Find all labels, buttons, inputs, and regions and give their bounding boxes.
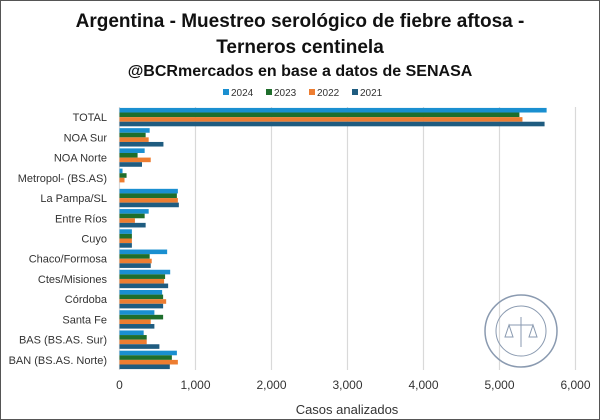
bar-2022-Entre Ríos — [119, 218, 135, 223]
chart-title-line2: Terneros centinela — [216, 37, 384, 58]
bar-2024-Ctes/Misiones — [119, 269, 171, 275]
bar-2021-BAS (BS.AS. Sur) — [119, 344, 160, 349]
legend-swatch-2023 — [266, 89, 272, 95]
bar-2022-Chaco/Formosa — [119, 258, 152, 264]
bar-2023-Entre Ríos — [119, 213, 145, 219]
bar-2021-Ctes/Misiones — [119, 283, 169, 289]
bar-2023-TOTAL — [119, 112, 520, 118]
bar-2022-Ctes/Misiones — [119, 278, 165, 284]
bar-2023-Ctes/Misiones — [119, 274, 166, 279]
bar-2021-La Pampa/SL — [119, 202, 179, 208]
bar-2024-La Pampa/SL — [119, 188, 178, 194]
bar-2023-BAN (BS.AS. Norte) — [119, 355, 172, 360]
bar-2022-Metropol- (BS.AS) — [119, 177, 125, 183]
x-axis-title: Casos analizados — [296, 402, 399, 417]
category-label: Metropol- (BS.AS) — [18, 173, 107, 185]
bar-2023-La Pampa/SL — [119, 193, 177, 199]
bar-2021-NOA Norte — [119, 162, 142, 167]
bar-2023-Córdoba — [119, 294, 164, 300]
bar-2023-Chaco/Formosa — [119, 254, 150, 259]
legend-label-2021: 2021 — [360, 88, 383, 99]
bar-2022-Santa Fe — [119, 319, 151, 325]
bar-2023-NOA Sur — [119, 132, 146, 138]
bar-2022-Córdoba — [119, 299, 167, 304]
bar-2023-Santa Fe — [119, 314, 164, 320]
bar-2024-Cuyo — [119, 229, 132, 234]
bar-2021-Córdoba — [119, 303, 164, 309]
category-label: BAN (BS.AS. Norte) — [9, 355, 107, 367]
x-tick-label: 0 — [116, 378, 123, 392]
category-label: TOTAL — [73, 112, 107, 124]
bar-2022-BAN (BS.AS. Norte) — [119, 359, 178, 365]
bar-2022-Cuyo — [119, 238, 132, 244]
bcr-seal-logo — [484, 294, 558, 368]
chart-title-line1: Argentina - Muestreo serológico de fiebr… — [75, 11, 525, 32]
x-tick-label: 3,000 — [332, 378, 362, 392]
bar-2022-TOTAL — [119, 117, 523, 122]
x-tick-label: 6,000 — [560, 378, 590, 392]
chart-subtitle: @BCRmercados en base a datos de SENASA — [127, 63, 473, 80]
legend-swatch-2021 — [352, 89, 358, 95]
category-label: NOA Norte — [54, 153, 107, 165]
category-label: Santa Fe — [62, 314, 107, 326]
bar-2024-Entre Ríos — [119, 209, 149, 214]
category-label: NOA Sur — [64, 132, 108, 144]
bar-2021-Entre Ríos — [119, 222, 146, 228]
bar-2023-BAS (BS.AS. Sur) — [119, 335, 147, 340]
bar-2022-BAS (BS.AS. Sur) — [119, 339, 147, 345]
bar-2021-NOA Sur — [119, 141, 164, 147]
bar-2023-NOA Norte — [119, 152, 138, 158]
x-tick-label: 5,000 — [484, 378, 514, 392]
category-label: Ctes/Misiones — [38, 274, 108, 286]
x-tick-label: 1,000 — [180, 378, 210, 392]
bar-2024-BAS (BS.AS. Sur) — [119, 330, 144, 336]
bar-2024-Chaco/Formosa — [119, 249, 168, 255]
bar-2024-TOTAL — [119, 107, 547, 113]
category-label: Cuyo — [81, 234, 107, 246]
legend-swatch-2024 — [223, 89, 229, 95]
x-tick-label: 4,000 — [408, 378, 438, 392]
bar-2021-BAN (BS.AS. Norte) — [119, 364, 170, 370]
bar-2021-Cuyo — [119, 243, 132, 248]
bar-2024-Córdoba — [119, 289, 163, 295]
bar-2024-Metropol- (BS.AS) — [119, 168, 123, 174]
bar-2021-TOTAL — [119, 121, 545, 127]
bar-2023-Metropol- (BS.AS) — [119, 173, 127, 178]
bar-2024-NOA Sur — [119, 128, 150, 133]
bar-2024-NOA Norte — [119, 148, 145, 153]
category-label: Córdoba — [65, 294, 108, 306]
category-label: Chaco/Formosa — [29, 254, 108, 266]
bar-2022-NOA Norte — [119, 157, 151, 163]
category-label: La Pampa/SL — [40, 193, 107, 205]
bar-2024-Santa Fe — [119, 310, 155, 315]
bar-2022-NOA Sur — [119, 137, 149, 142]
legend-label-2022: 2022 — [317, 88, 340, 99]
category-label: Entre Ríos — [55, 213, 107, 225]
category-label: BAS (BS.AS. Sur) — [19, 335, 107, 347]
x-tick-label: 2,000 — [256, 378, 286, 392]
legend-label-2024: 2024 — [231, 88, 254, 99]
bar-2024-BAN (BS.AS. Norte) — [119, 350, 177, 356]
bar-2023-Cuyo — [119, 233, 132, 239]
bar-2021-Santa Fe — [119, 324, 155, 329]
bar-2021-Chaco/Formosa — [119, 263, 151, 268]
legend-swatch-2022 — [309, 89, 315, 95]
legend-label-2023: 2023 — [274, 88, 297, 99]
bar-2022-La Pampa/SL — [119, 198, 178, 203]
